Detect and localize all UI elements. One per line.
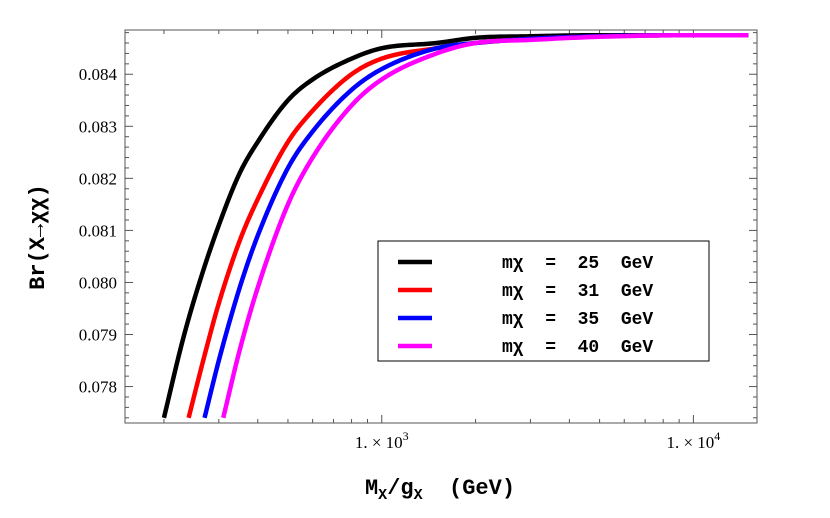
x-axis-title-sub1: X	[378, 487, 387, 504]
legend-label-1: mχ = 25 GeV	[502, 254, 653, 274]
x-tick-label: 1. × 104	[666, 429, 720, 452]
legend-label-2: mχ = 31 GeV	[502, 282, 653, 302]
legend-label-4: mχ = 40 GeV	[502, 338, 653, 358]
x-axis-title-sub2: X	[414, 487, 423, 504]
series-line-4	[221, 32, 749, 419]
x-axis-title-main: M	[365, 476, 378, 501]
y-tick-label: 0.081	[79, 221, 117, 240]
y-tick-label: 0.084	[79, 65, 118, 84]
tick-labels: 0.078 0.079 0.080 0.081 0.082 0.083 0.084 1. × …	[79, 65, 721, 452]
x-axis-title-tail: (GeV)	[423, 476, 515, 501]
y-axis-title: Br(X→χχ)	[26, 184, 51, 290]
y-tick-label: 0.078	[79, 378, 117, 397]
y-tick-label: 0.079	[79, 326, 117, 345]
legend: mχ = 25 GeV mχ = 31 GeV mχ = 35 GeV mχ = 40…	[377, 240, 710, 362]
plot-frame	[124, 29, 758, 424]
x-axis-title: MX/gX (GeV)	[365, 476, 515, 504]
series-lines	[161, 32, 749, 419]
legend-label-3: mχ = 35 GeV	[502, 310, 653, 330]
y-tick-label: 0.080	[79, 273, 117, 292]
legend-box	[377, 240, 710, 362]
y-tick-label: 0.083	[79, 117, 117, 136]
y-tick-label: 0.082	[79, 169, 117, 188]
x-tick-label: 1. × 103	[355, 429, 409, 452]
x-axis-title-mid: /g	[387, 476, 413, 501]
